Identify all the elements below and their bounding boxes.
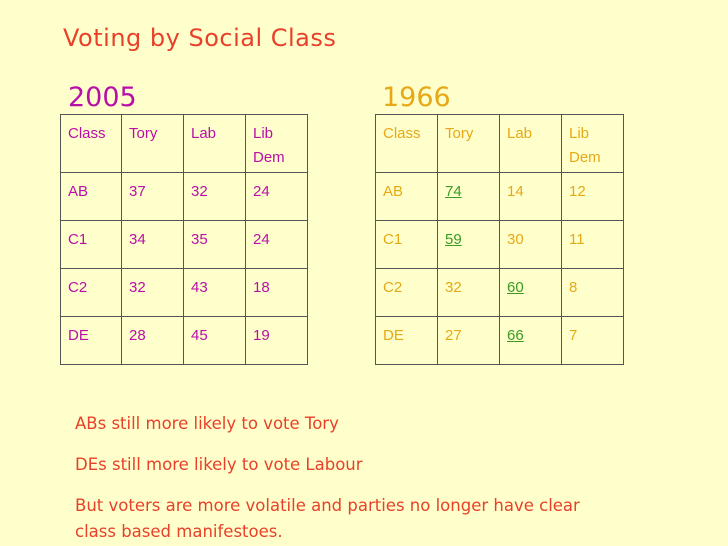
- table-row: C1 59 30 11: [375, 220, 624, 269]
- tory-cell: 32: [121, 268, 184, 317]
- tory-cell: 37: [121, 172, 184, 221]
- header-lab: Lab: [183, 114, 246, 173]
- header-lab: Lab: [499, 114, 562, 173]
- header-class: Class: [375, 114, 438, 173]
- tory-cell: 34: [121, 220, 184, 269]
- note-des-labour: DEs still more likely to vote Labour: [75, 455, 363, 474]
- lab-cell: 32: [183, 172, 246, 221]
- lab-cell-highlighted: 60: [499, 268, 562, 317]
- table-row: C1 34 35 24: [60, 220, 308, 269]
- note-volatile-voters: But voters are more volatile and parties…: [75, 496, 580, 541]
- table-row: DE 27 66 7: [375, 316, 624, 365]
- table-row: C2 32 60 8: [375, 268, 624, 317]
- tory-cell: 32: [437, 268, 500, 317]
- lib-dem-cell: 19: [245, 316, 308, 365]
- table-row: DE 28 45 19: [60, 316, 308, 365]
- table-row: AB 37 32 24: [60, 172, 308, 221]
- table-1966: Class Tory Lab Lib Dem AB 74 14 12 C1 59…: [375, 114, 624, 365]
- table-2005: Class Tory Lab Lib Dem AB 37 32 24 C1 34…: [60, 114, 308, 365]
- class-cell: C2: [60, 268, 122, 317]
- lib-dem-cell: 18: [245, 268, 308, 317]
- header-tory: Tory: [437, 114, 500, 173]
- lib-dem-cell: 12: [561, 172, 624, 221]
- lab-cell: 14: [499, 172, 562, 221]
- lab-cell: 45: [183, 316, 246, 365]
- table-row: AB 74 14 12: [375, 172, 624, 221]
- class-cell: C2: [375, 268, 438, 317]
- lab-cell-highlighted: 66: [499, 316, 562, 365]
- header-tory: Tory: [121, 114, 184, 173]
- lab-cell: 43: [183, 268, 246, 317]
- lib-dem-cell: 8: [561, 268, 624, 317]
- year-1966-heading: 1966: [382, 82, 451, 113]
- class-cell: DE: [60, 316, 122, 365]
- lib-dem-cell: 24: [245, 220, 308, 269]
- lib-dem-cell: 7: [561, 316, 624, 365]
- table-header-row: Class Tory Lab Lib Dem: [375, 114, 624, 173]
- table-row: C2 32 43 18: [60, 268, 308, 317]
- tory-cell: 28: [121, 316, 184, 365]
- class-cell: C1: [375, 220, 438, 269]
- tory-cell-highlighted: 59: [437, 220, 500, 269]
- lib-dem-cell: 24: [245, 172, 308, 221]
- page-title: Voting by Social Class: [63, 24, 337, 52]
- header-lib-dem: Lib Dem: [561, 114, 624, 173]
- note-abs-tory: ABs still more likely to vote Tory: [75, 414, 339, 433]
- tory-cell: 27: [437, 316, 500, 365]
- lab-cell: 35: [183, 220, 246, 269]
- year-2005-heading: 2005: [68, 82, 137, 113]
- class-cell: C1: [60, 220, 122, 269]
- header-lib-dem: Lib Dem: [245, 114, 308, 173]
- header-class: Class: [60, 114, 122, 173]
- class-cell: DE: [375, 316, 438, 365]
- table-header-row: Class Tory Lab Lib Dem: [60, 114, 308, 173]
- class-cell: AB: [375, 172, 438, 221]
- lab-cell: 30: [499, 220, 562, 269]
- class-cell: AB: [60, 172, 122, 221]
- lib-dem-cell: 11: [561, 220, 624, 269]
- tory-cell-highlighted: 74: [437, 172, 500, 221]
